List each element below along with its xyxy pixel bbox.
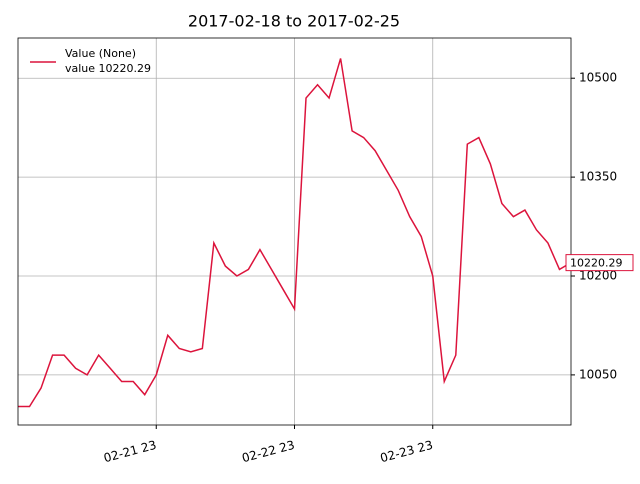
- plot-frame: [17, 37, 572, 426]
- y-tick-label: 10050: [579, 367, 617, 381]
- last-value-box: [565, 254, 634, 272]
- legend-note: value 10220.29: [65, 62, 151, 75]
- x-tick-label: 02-21 23: [102, 438, 158, 465]
- x-tick-label: 02-22 23: [240, 438, 296, 465]
- data-line: [18, 58, 572, 408]
- y-tick-label: 10350: [579, 170, 617, 184]
- x-tick-label: 02-23 23: [379, 438, 435, 465]
- y-tick-label: 10500: [579, 71, 617, 85]
- chart-title: 2017-02-18 to 2017-02-25: [188, 12, 400, 31]
- legend-label: Value (None): [65, 47, 136, 60]
- last-value-label: 10220.29: [570, 257, 623, 270]
- y-tick-label: 10200: [579, 269, 617, 283]
